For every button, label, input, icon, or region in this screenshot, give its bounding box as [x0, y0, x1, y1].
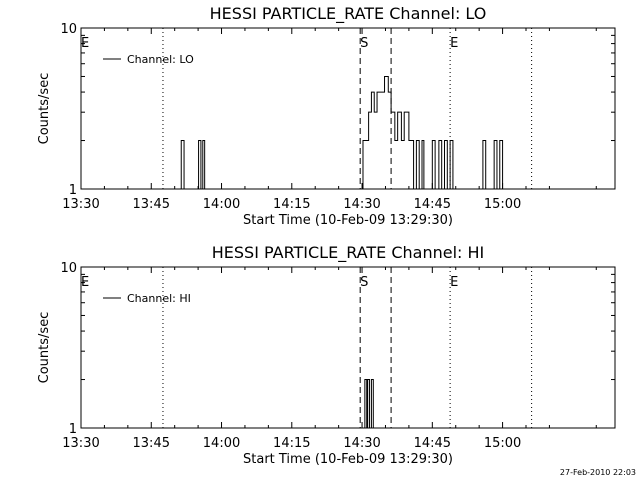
- footer-timestamp: 27-Feb-2010 22:03: [560, 468, 636, 477]
- series-line: [81, 75, 615, 190]
- x-tick-label: 14:00: [203, 197, 240, 212]
- marker-label: S: [360, 36, 368, 51]
- x-tick-label: 14:45: [414, 197, 451, 212]
- x-tick-label: 13:45: [133, 197, 170, 212]
- x-axis-label: Start Time (10-Feb-09 13:29:30): [243, 213, 453, 228]
- legend: Channel: LO: [103, 53, 194, 66]
- x-tick-label: 13:30: [62, 197, 99, 212]
- chart-panel-1: HESSI PARTICLE_RATE Channel: LO 13:30 13:4…: [37, 4, 616, 228]
- marker-label: E: [450, 36, 458, 51]
- marker-label: S: [360, 275, 368, 290]
- x-tick-label: 15:00: [484, 197, 521, 212]
- marker-label: E: [81, 36, 89, 51]
- chart-title: HESSI PARTICLE_RATE Channel: HI: [212, 243, 485, 263]
- chart-panel-2: HESSI PARTICLE_RATE Channel: HI 13:30 13:4…: [37, 243, 616, 467]
- x-tick-label: 13:45: [133, 436, 170, 451]
- x-tick-label: 15:00: [484, 436, 521, 451]
- x-tick-label: 14:15: [273, 436, 310, 451]
- y-tick-label: 1: [69, 422, 77, 437]
- y-tick-label: 10: [60, 261, 77, 276]
- y-tick-label: 10: [60, 22, 77, 37]
- x-tick-label: 14:30: [343, 197, 380, 212]
- x-tick-label: 14:30: [343, 436, 380, 451]
- x-tick-label: 14:00: [203, 436, 240, 451]
- marker-label: E: [450, 275, 458, 290]
- y-axis-label: Counts/sec: [37, 73, 52, 145]
- x-tick-label: 14:15: [273, 197, 310, 212]
- x-axis-label: Start Time (10-Feb-09 13:29:30): [243, 452, 453, 467]
- chart-title: HESSI PARTICLE_RATE Channel: LO: [210, 4, 487, 24]
- legend-label: Channel: HI: [127, 292, 191, 305]
- marker-label: E: [81, 275, 89, 290]
- x-tick-label: 13:30: [62, 436, 99, 451]
- series-line: [81, 379, 615, 429]
- legend-label: Channel: LO: [127, 53, 194, 66]
- y-axis-label: Counts/sec: [37, 312, 52, 384]
- x-tick-label: 14:45: [414, 436, 451, 451]
- legend: Channel: HI: [103, 292, 191, 305]
- y-tick-label: 1: [69, 183, 77, 198]
